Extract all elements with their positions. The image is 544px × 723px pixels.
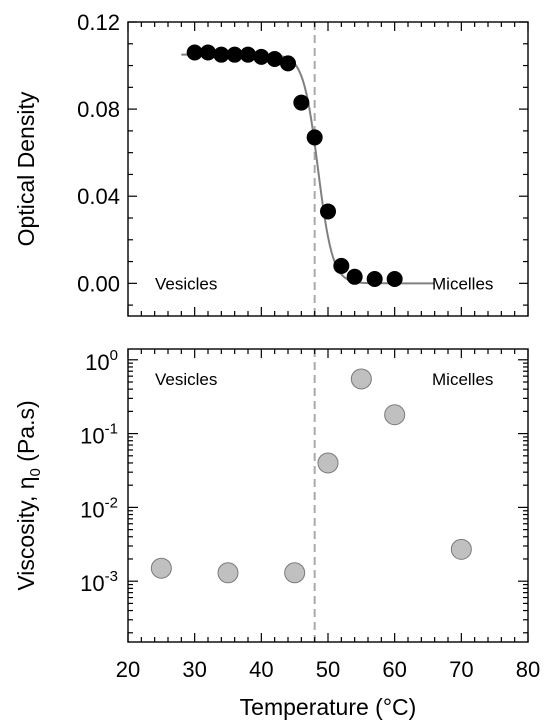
bottom-plot-frame — [127, 348, 529, 643]
y-tick-label: 0.12 — [77, 10, 120, 35]
x-tick-label: 20 — [116, 657, 140, 682]
sigmoid-fit-curve — [181, 53, 435, 285]
y-tick-label: 100 — [85, 347, 118, 375]
viscosity-point — [317, 452, 339, 474]
top-annotation-vesicles: Vesicles — [155, 274, 217, 293]
y-tick-label: 10-2 — [80, 494, 118, 522]
y-tick-label: 10-1 — [80, 421, 118, 449]
x-tick-label: 80 — [516, 657, 540, 682]
viscosity-axis-label: Viscosity, η0 (Pa.s) — [13, 400, 44, 590]
viscosity-point — [217, 562, 239, 584]
x-tick-label: 40 — [249, 657, 273, 682]
y-tick-label: 0.04 — [77, 184, 120, 209]
optical-density-point — [200, 44, 216, 61]
optical-density-point — [333, 257, 350, 274]
x-tick-label: 30 — [182, 657, 206, 682]
top-tick-labels: 0.00 0.04 0.08 0.12 — [77, 10, 120, 296]
bottom-annotation-vesicles: Vesicles — [155, 370, 217, 389]
top-annotation-micelles: Micelles — [432, 274, 493, 293]
optical-density-point — [266, 51, 283, 68]
top-plot-frame — [127, 21, 529, 317]
optical-density-point — [386, 270, 403, 287]
optical-density-point — [293, 94, 310, 111]
viscosity-axis-label-unit: (Pa.s) — [13, 400, 39, 468]
optical-density-axis-label: Optical Density — [13, 91, 39, 246]
optical-density-point — [240, 46, 256, 63]
optical-density-point — [320, 203, 336, 220]
bottom-axis-ticks — [127, 349, 529, 642]
optical-density-point — [213, 46, 230, 63]
optical-density-point — [226, 46, 243, 63]
viscosity-point — [384, 404, 406, 426]
y-tick-label-base: 10 — [80, 424, 104, 449]
viscosity-axis-label-subscript: 0 — [27, 468, 44, 476]
bottom-annotation-micelles: Micelles — [432, 370, 493, 389]
top-axis-ticks — [127, 21, 529, 316]
x-tick-label: 70 — [449, 657, 473, 682]
optical-density-point — [280, 55, 296, 72]
y-tick-label-base: 10 — [85, 350, 109, 375]
x-tick-label: 50 — [316, 657, 340, 682]
optical-density-point — [366, 270, 383, 287]
y-tick-label: 10-3 — [80, 568, 118, 596]
y-tick-label: 0.00 — [77, 271, 120, 296]
viscosity-point — [284, 562, 306, 584]
y-tick-label-base: 10 — [80, 571, 104, 596]
optical-density-point — [253, 48, 270, 65]
viscosity-point — [150, 557, 172, 579]
optical-density-point — [346, 268, 363, 285]
y-tick-label-exponent: 0 — [110, 347, 118, 364]
viscosity-points — [150, 368, 472, 584]
optical-density-points — [186, 44, 403, 287]
temperature-axis-label: Temperature (°C) — [240, 694, 417, 720]
x-tick-label: 60 — [382, 657, 406, 682]
y-tick-label-exponent: -3 — [105, 568, 118, 585]
y-tick-label: 0.08 — [77, 97, 120, 122]
optical-density-panel: 0.00 0.04 0.08 0.12 Vesicles Micelles Optic… — [13, 10, 529, 317]
viscosity-axis-label-main: Viscosity, η — [13, 476, 39, 590]
y-tick-label-exponent: -2 — [105, 494, 118, 511]
viscosity-point — [350, 368, 372, 390]
y-tick-label-exponent: -1 — [105, 421, 118, 438]
viscosity-point — [450, 538, 472, 560]
optical-density-point — [186, 44, 203, 61]
optical-density-point — [306, 129, 323, 146]
y-tick-label-base: 10 — [80, 497, 104, 522]
